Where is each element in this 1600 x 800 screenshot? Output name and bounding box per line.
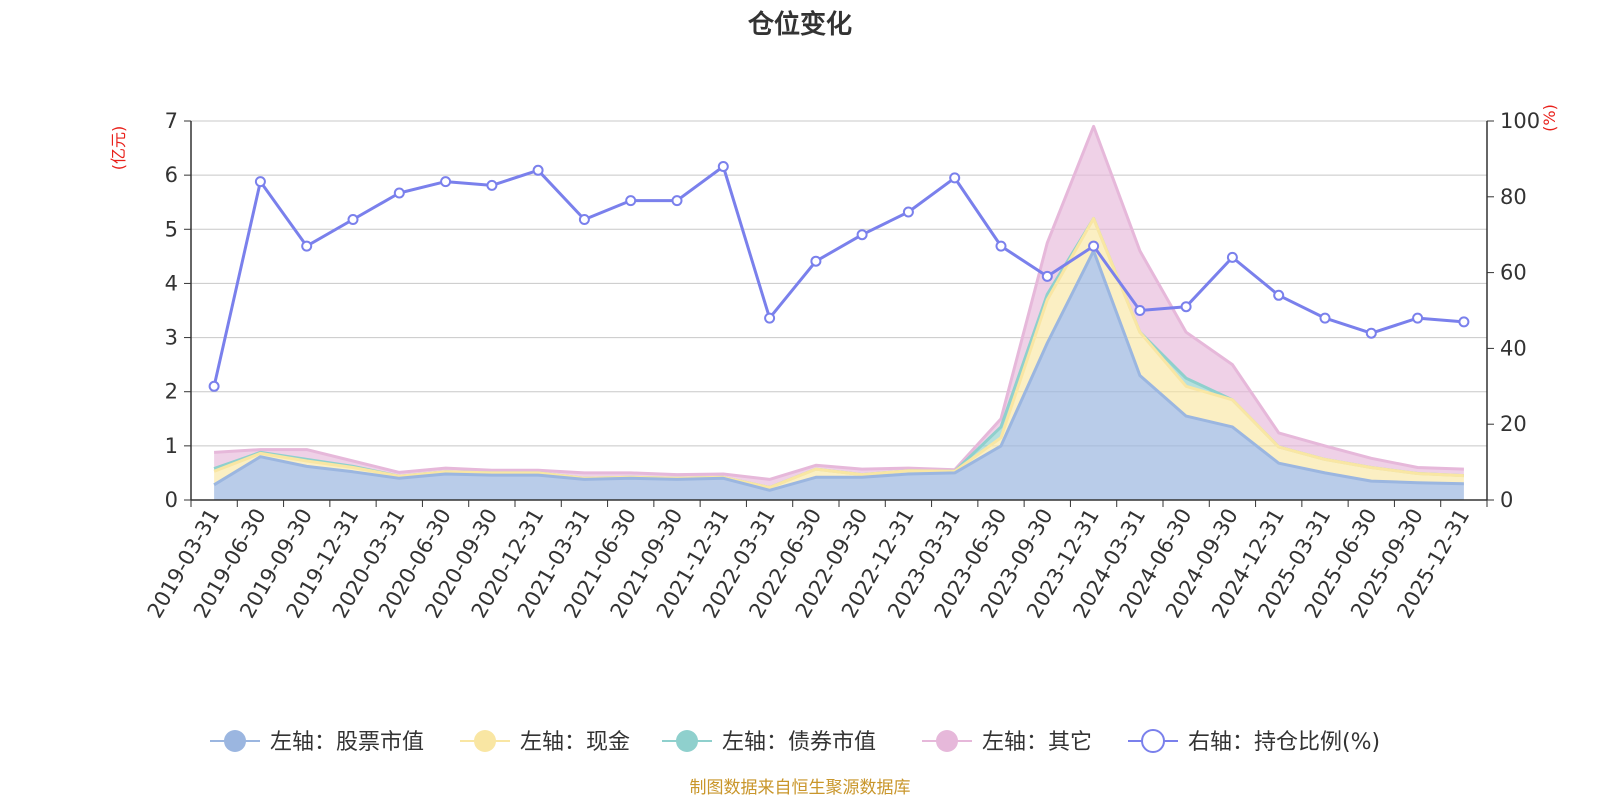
legend-ratio-marker <box>1141 729 1165 753</box>
area-edge-cash <box>213 217 1464 489</box>
ratio-point <box>1412 312 1424 324</box>
ratio-point <box>717 161 729 172</box>
right-tick-label: 0 <box>1500 488 1513 512</box>
right-tick-label: 40 <box>1500 336 1527 360</box>
grid-lines <box>191 120 1487 447</box>
ratio-line-series <box>208 161 1470 392</box>
ratio-point <box>1458 316 1470 328</box>
legend-cash-marker <box>474 730 496 752</box>
right-tick-label: 20 <box>1500 412 1527 436</box>
area-edge-stock <box>213 249 1464 492</box>
legend-other-marker <box>936 730 958 752</box>
left-tick-label: 6 <box>165 163 178 187</box>
chart-title: 仓位变化 <box>747 9 852 40</box>
legend-item-bond[interactable]: 左轴：债券市值 <box>662 730 876 755</box>
legend: 左轴：股票市值 左轴：现金 左轴：债券市值 左轴：其它 右轴：持仓比例(%) <box>210 729 1380 755</box>
left-axis-unit: (亿元) <box>109 126 128 171</box>
ratio-line <box>212 165 1465 387</box>
ratio-point <box>856 229 868 241</box>
source-note: 制图数据来自恒生聚源数据库 <box>690 778 911 798</box>
ratio-point <box>1365 327 1377 339</box>
area-stock <box>214 250 1464 500</box>
ratio-point <box>949 172 961 184</box>
legend-cash-label: 左轴：现金 <box>520 730 630 755</box>
right-tick-label: 100 <box>1500 109 1540 133</box>
area-other <box>214 126 1464 488</box>
left-tick-label: 4 <box>165 271 178 295</box>
legend-bond-label: 左轴：债券市值 <box>722 730 876 755</box>
ratio-point <box>764 312 776 324</box>
ratio-point <box>254 176 266 188</box>
ratio-point <box>440 176 452 188</box>
ratio-point <box>1226 251 1238 263</box>
ratio-point <box>625 195 637 207</box>
ratio-point <box>671 195 683 207</box>
ratio-point <box>578 214 590 225</box>
legend-bond-marker <box>676 730 698 752</box>
left-tick-label: 7 <box>165 109 178 133</box>
legend-item-other[interactable]: 左轴：其它 <box>922 730 1092 755</box>
legend-ratio-label: 右轴：持仓比例(%) <box>1188 730 1380 755</box>
legend-item-cash[interactable]: 左轴：现金 <box>460 730 630 755</box>
left-tick-label: 2 <box>165 380 178 404</box>
area-edge-other <box>214 124 1464 481</box>
ratio-point <box>347 214 359 225</box>
legend-item-ratio[interactable]: 右轴：持仓比例(%) <box>1128 729 1380 755</box>
right-tick-label: 60 <box>1500 261 1527 285</box>
left-tick-label: 0 <box>165 488 178 512</box>
ratio-point <box>208 380 220 392</box>
legend-stock-marker <box>224 730 246 752</box>
ratio-point <box>995 240 1007 252</box>
ratio-point <box>486 179 498 191</box>
ratio-point <box>1041 270 1053 282</box>
stacked-areas <box>213 124 1464 500</box>
right-axis-unit: (%) <box>1540 104 1559 132</box>
ratio-point <box>301 240 313 252</box>
ratio-point <box>1134 305 1146 316</box>
area-cash <box>214 218 1464 491</box>
ratio-point <box>532 164 544 176</box>
ratio-point <box>1088 240 1100 252</box>
left-tick-label: 3 <box>165 326 178 350</box>
ratio-point <box>1273 289 1285 301</box>
ratio-point <box>393 187 405 199</box>
left-tick-label: 1 <box>165 434 178 458</box>
left-tick-label: 5 <box>165 217 178 241</box>
ratio-point <box>810 255 822 267</box>
legend-item-stock[interactable]: 左轴：股票市值 <box>210 730 424 755</box>
ratio-point <box>1180 301 1192 313</box>
legend-other-label: 左轴：其它 <box>982 730 1092 755</box>
right-tick-label: 80 <box>1500 185 1527 209</box>
ratio-point <box>1319 312 1331 324</box>
ratio-point <box>902 206 914 218</box>
legend-stock-label: 左轴：股票市值 <box>270 730 424 755</box>
axes: 012345670204060801002019-03-312019-06-30… <box>143 109 1540 622</box>
